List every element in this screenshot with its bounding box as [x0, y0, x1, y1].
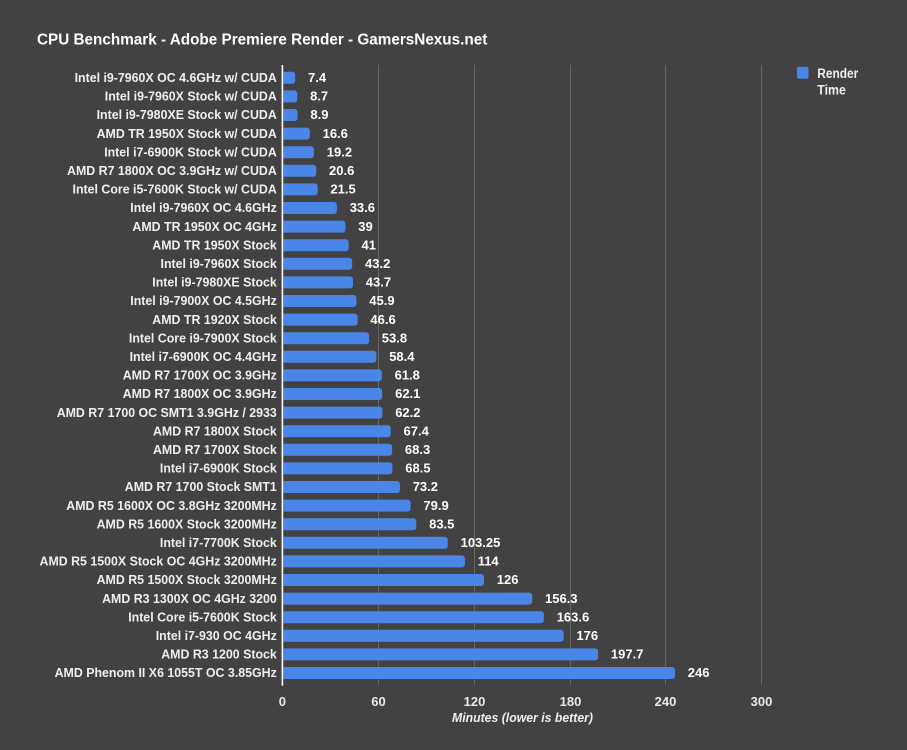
svg-text:114: 114: [478, 554, 500, 569]
svg-text:Intel i7-6900K Stock w/ CUDA: Intel i7-6900K Stock w/ CUDA: [104, 144, 277, 159]
svg-text:Intel Core i5-7600K Stock: Intel Core i5-7600K Stock: [128, 609, 277, 624]
svg-text:Intel i9-7980XE Stock: Intel i9-7980XE Stock: [152, 275, 277, 290]
svg-text:43.7: 43.7: [366, 275, 391, 290]
svg-text:60: 60: [371, 694, 385, 709]
svg-text:Intel i9-7960X Stock w/ CUDA: Intel i9-7960X Stock w/ CUDA: [105, 89, 278, 104]
svg-text:AMD R7 1700X OC 3.9GHz: AMD R7 1700X OC 3.9GHz: [123, 368, 278, 383]
svg-text:AMD TR 1950X OC 4GHz: AMD TR 1950X OC 4GHz: [132, 219, 277, 234]
svg-text:AMD R7 1800X OC 3.9GHz: AMD R7 1800X OC 3.9GHz: [123, 386, 278, 401]
svg-text:240: 240: [655, 694, 677, 709]
svg-text:163.6: 163.6: [557, 609, 590, 624]
svg-text:19.2: 19.2: [327, 144, 352, 159]
svg-text:AMD R5 1500X Stock 3200MHz: AMD R5 1500X Stock 3200MHz: [97, 572, 278, 587]
svg-text:53.8: 53.8: [382, 330, 407, 345]
svg-text:Intel i9-7960X OC 4.6GHz: Intel i9-7960X OC 4.6GHz: [130, 200, 277, 215]
svg-text:43.2: 43.2: [365, 256, 390, 271]
svg-text:45.9: 45.9: [369, 293, 394, 308]
svg-text:AMD R7 1700X Stock: AMD R7 1700X Stock: [153, 442, 278, 457]
svg-text:73.2: 73.2: [413, 479, 438, 494]
svg-text:AMD TR 1920X Stock: AMD TR 1920X Stock: [152, 312, 277, 327]
svg-text:Intel i9-7960X OC 4.6GHz w/ CU: Intel i9-7960X OC 4.6GHz w/ CUDA: [75, 70, 278, 85]
svg-text:58.4: 58.4: [389, 349, 415, 364]
svg-text:AMD R5 1500X Stock OC 4GHz 320: AMD R5 1500X Stock OC 4GHz 3200MHz: [40, 554, 278, 569]
svg-text:20.6: 20.6: [329, 163, 354, 178]
svg-text:AMD TR 1950X Stock: AMD TR 1950X Stock: [152, 237, 277, 252]
svg-text:Intel i7-6900K OC 4.4GHz: Intel i7-6900K OC 4.4GHz: [130, 349, 278, 364]
svg-text:176: 176: [576, 628, 598, 643]
svg-text:Intel i9-7900X OC 4.5GHz: Intel i9-7900X OC 4.5GHz: [130, 293, 277, 308]
svg-text:79.9: 79.9: [423, 498, 448, 513]
svg-text:67.4: 67.4: [404, 423, 430, 438]
svg-text:AMD R7 1700 OC SMT1 3.9GHz / 2: AMD R7 1700 OC SMT1 3.9GHz / 2933: [57, 405, 277, 420]
svg-text:39: 39: [358, 219, 372, 234]
svg-text:Minutes (lower is better): Minutes (lower is better): [452, 710, 593, 725]
svg-text:126: 126: [497, 572, 519, 587]
svg-text:CPU Benchmark - Adobe Premiere: CPU Benchmark - Adobe Premiere Render - …: [37, 32, 488, 49]
svg-text:83.5: 83.5: [429, 516, 454, 531]
svg-text:8.7: 8.7: [310, 89, 328, 104]
svg-text:246: 246: [688, 665, 710, 680]
svg-text:AMD R3 1300X OC 4GHz 3200: AMD R3 1300X OC 4GHz 3200: [102, 591, 277, 606]
svg-text:62.2: 62.2: [395, 405, 420, 420]
svg-text:AMD R7 1800X Stock: AMD R7 1800X Stock: [153, 423, 278, 438]
svg-text:Render: Render: [817, 66, 859, 81]
svg-text:7.4: 7.4: [308, 70, 327, 85]
svg-text:AMD Phenom II X6 1055T OC 3.85: AMD Phenom II X6 1055T OC 3.85GHz: [55, 665, 278, 680]
svg-text:300: 300: [751, 694, 773, 709]
svg-text:62.1: 62.1: [395, 386, 420, 401]
svg-text:156.3: 156.3: [545, 591, 578, 606]
svg-text:AMD R5 1600X OC 3.8GHz 3200MHz: AMD R5 1600X OC 3.8GHz 3200MHz: [66, 498, 277, 513]
svg-text:120: 120: [464, 694, 486, 709]
svg-text:68.3: 68.3: [405, 442, 430, 457]
svg-text:Intel i7-930 OC 4GHz: Intel i7-930 OC 4GHz: [156, 628, 278, 643]
svg-text:21.5: 21.5: [330, 182, 355, 197]
svg-text:180: 180: [560, 694, 582, 709]
svg-text:AMD R7 1800X OC 3.9GHz w/ CUDA: AMD R7 1800X OC 3.9GHz w/ CUDA: [67, 163, 277, 178]
svg-text:Intel i9-7980XE Stock w/ CUDA: Intel i9-7980XE Stock w/ CUDA: [97, 107, 278, 122]
svg-text:33.6: 33.6: [350, 200, 375, 215]
svg-text:46.6: 46.6: [370, 312, 395, 327]
svg-text:AMD R5 1600X Stock 3200MHz: AMD R5 1600X Stock 3200MHz: [97, 516, 278, 531]
svg-text:68.5: 68.5: [405, 461, 430, 476]
svg-text:103.25: 103.25: [461, 535, 501, 550]
svg-text:Time: Time: [817, 82, 846, 97]
svg-text:AMD R7 1700 Stock SMT1: AMD R7 1700 Stock SMT1: [125, 479, 277, 494]
svg-text:Intel i7-7700K Stock: Intel i7-7700K Stock: [160, 535, 278, 550]
svg-text:197.7: 197.7: [611, 647, 644, 662]
svg-text:8.9: 8.9: [310, 107, 328, 122]
svg-text:AMD TR 1950X Stock w/ CUDA: AMD TR 1950X Stock w/ CUDA: [97, 126, 278, 141]
svg-text:Intel Core i5-7600K Stock w/ C: Intel Core i5-7600K Stock w/ CUDA: [73, 182, 278, 197]
svg-text:Intel i7-6900K Stock: Intel i7-6900K Stock: [160, 461, 278, 476]
svg-text:Intel i9-7960X Stock: Intel i9-7960X Stock: [161, 256, 278, 271]
svg-text:61.8: 61.8: [395, 368, 420, 383]
svg-text:16.6: 16.6: [323, 126, 348, 141]
svg-text:Intel Core i9-7900X Stock: Intel Core i9-7900X Stock: [129, 330, 278, 345]
svg-text:0: 0: [279, 694, 286, 709]
svg-text:AMD R3 1200 Stock: AMD R3 1200 Stock: [161, 647, 277, 662]
svg-text:41: 41: [362, 237, 376, 252]
